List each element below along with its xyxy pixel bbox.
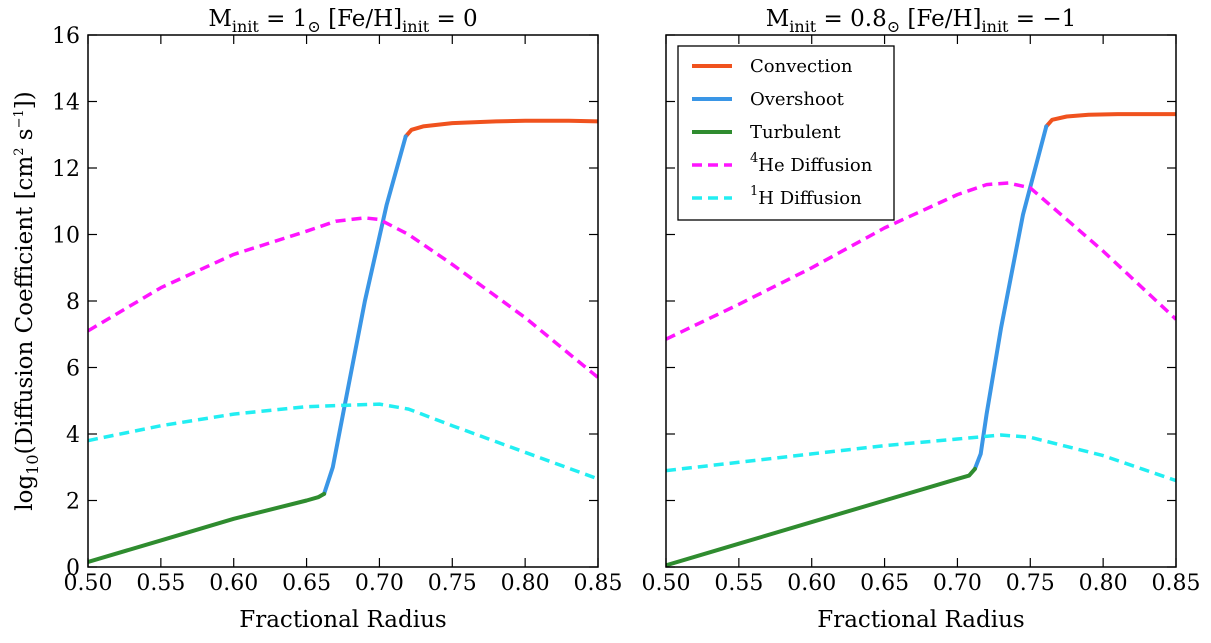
x-tick-label: 0.60 — [209, 571, 258, 596]
x-tick-label: 0.50 — [642, 571, 691, 596]
y-tick-label: 12 — [52, 157, 80, 182]
x-tick-label: 0.70 — [933, 571, 982, 596]
x-tick-label: 0.60 — [787, 571, 836, 596]
legend-label: Overshoot — [750, 89, 845, 110]
x-tick-label: 0.75 — [1006, 571, 1055, 596]
series-line-convection — [406, 121, 598, 137]
y-tick-label: 2 — [66, 490, 80, 515]
legend-label: Convection — [750, 56, 853, 77]
x-axis-label: Fractional Radius — [239, 607, 446, 633]
series-line-turbulent — [666, 469, 975, 565]
x-tick-label: 0.80 — [501, 571, 550, 596]
x-tick-label: 0.55 — [714, 571, 763, 596]
x-tick-label: 0.65 — [860, 571, 909, 596]
y-tick-label: 16 — [52, 24, 80, 49]
y-tick-label: 8 — [66, 290, 80, 315]
series-line-overshoot — [324, 136, 406, 494]
y-tick-label: 6 — [66, 357, 80, 382]
x-tick-label: 0.65 — [282, 571, 331, 596]
series-line-convection — [1046, 114, 1176, 126]
x-tick-label: 0.80 — [1079, 571, 1128, 596]
panel-title: Minit = 0.8⊙ [Fe/H]init = −1 — [766, 6, 1077, 36]
x-axis-label: Fractional Radius — [817, 607, 1024, 633]
series-line-turbulent — [88, 494, 324, 562]
legend: Convection Overshoot Turbulent 4He Diffusio… — [678, 46, 894, 220]
series-line-4he-diffusion — [88, 218, 598, 378]
x-tick-label: 0.55 — [136, 571, 185, 596]
y-axis-label: log10(Diffusion Coefficient [cm2 s−1]) — [12, 91, 42, 511]
panel-1: 0.50 0.55 0.60 0.65 0.70 0.75 0.80 0.8502468101… — [52, 6, 622, 633]
x-tick-label: 0.75 — [428, 571, 477, 596]
y-tick-label: 10 — [52, 224, 80, 249]
series-group — [88, 121, 598, 562]
series-line-overshoot — [975, 126, 1046, 469]
legend-label: Turbulent — [750, 122, 841, 143]
legend-label: 4He Diffusion — [750, 151, 873, 176]
y-tick-label: 4 — [66, 423, 80, 448]
x-tick-label: 0.85 — [1152, 571, 1201, 596]
panel-title: Minit = 1⊙ [Fe/H]init = 0 — [208, 6, 477, 36]
y-tick-label: 14 — [52, 91, 80, 116]
series-line-1h-diffusion — [666, 435, 1176, 481]
y-tick-label: 0 — [66, 556, 80, 581]
plot-frame — [88, 35, 598, 567]
x-tick-label: 0.70 — [355, 571, 404, 596]
legend-label: 1H Diffusion — [750, 184, 862, 209]
x-tick-label: 0.85 — [574, 571, 623, 596]
